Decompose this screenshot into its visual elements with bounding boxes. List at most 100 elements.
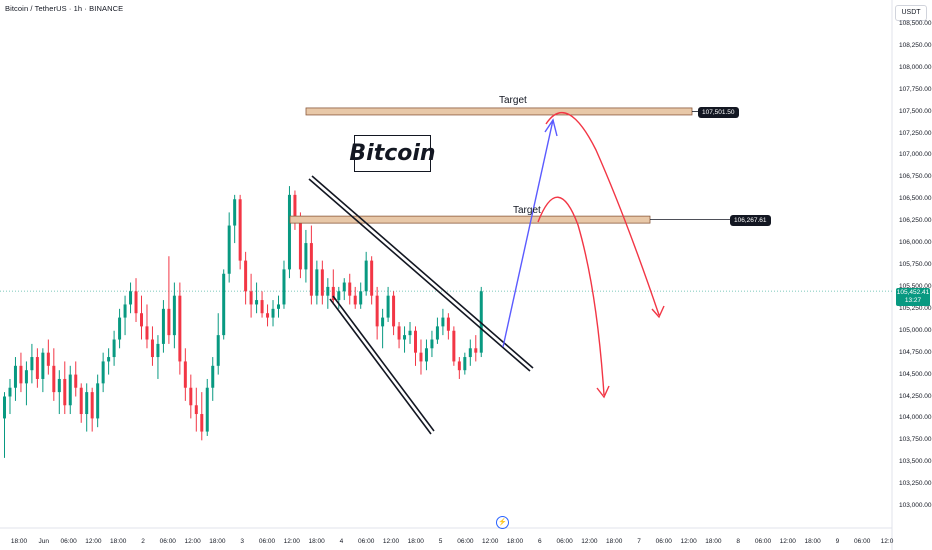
candle[interactable]: [381, 308, 385, 349]
candle-body: [474, 348, 478, 353]
currency-label[interactable]: USDT: [895, 5, 927, 21]
candle[interactable]: [403, 326, 407, 353]
candle[interactable]: [85, 383, 89, 432]
candle[interactable]: [326, 278, 330, 309]
candle[interactable]: [41, 348, 45, 393]
candle[interactable]: [255, 282, 259, 314]
candle[interactable]: [3, 392, 6, 458]
candle[interactable]: [35, 348, 39, 388]
candle[interactable]: [315, 260, 319, 305]
candle[interactable]: [238, 194, 242, 270]
candle[interactable]: [183, 348, 187, 401]
candle[interactable]: [200, 392, 204, 441]
candle[interactable]: [375, 286, 379, 340]
candle[interactable]: [266, 304, 270, 327]
candle[interactable]: [107, 348, 111, 375]
candle[interactable]: [277, 295, 280, 318]
candle[interactable]: [222, 269, 226, 340]
candle[interactable]: [57, 370, 61, 415]
candle[interactable]: [424, 339, 428, 371]
candle[interactable]: [260, 291, 264, 318]
candle[interactable]: [112, 330, 116, 366]
candle[interactable]: [249, 273, 253, 318]
symbol-title[interactable]: Bitcoin / TetherUS · 1h · BINANCE: [5, 4, 124, 13]
candle[interactable]: [156, 335, 160, 379]
candle[interactable]: [145, 304, 149, 349]
candle[interactable]: [227, 212, 231, 283]
lightning-icon[interactable]: ⚡: [496, 516, 509, 529]
candle[interactable]: [205, 378, 209, 436]
candle[interactable]: [68, 365, 72, 415]
candle[interactable]: [386, 286, 390, 322]
candle[interactable]: [244, 251, 248, 305]
candle[interactable]: [441, 308, 445, 336]
candle[interactable]: [408, 321, 412, 344]
candle[interactable]: [178, 282, 182, 375]
candle[interactable]: [457, 357, 461, 379]
candle[interactable]: [414, 326, 417, 366]
candle[interactable]: [79, 383, 83, 423]
candle[interactable]: [24, 361, 28, 406]
candle[interactable]: [359, 282, 363, 309]
candle[interactable]: [304, 229, 308, 283]
candle[interactable]: [63, 361, 67, 415]
candle[interactable]: [474, 335, 478, 362]
candle[interactable]: [90, 387, 94, 432]
candle[interactable]: [337, 286, 341, 309]
candle[interactable]: [233, 194, 237, 244]
candle[interactable]: [74, 361, 78, 397]
candle[interactable]: [370, 256, 374, 305]
candle[interactable]: [8, 378, 12, 415]
candle[interactable]: [353, 286, 357, 309]
candle[interactable]: [392, 291, 396, 336]
candle[interactable]: [134, 278, 138, 322]
candle[interactable]: [271, 300, 275, 327]
candle[interactable]: [211, 357, 215, 401]
candle[interactable]: [397, 321, 401, 349]
candle[interactable]: [342, 278, 346, 301]
candle[interactable]: [140, 295, 143, 340]
candle[interactable]: [282, 260, 286, 309]
target-zone[interactable]: [289, 215, 651, 224]
candle[interactable]: [463, 352, 467, 375]
candle[interactable]: [123, 295, 127, 336]
candle[interactable]: [331, 269, 335, 305]
candle[interactable]: [172, 282, 176, 349]
candle[interactable]: [30, 343, 34, 384]
candle[interactable]: [129, 282, 133, 314]
candle[interactable]: [96, 374, 100, 428]
y-tick-label: 105,250.00: [899, 304, 932, 312]
candle[interactable]: [348, 273, 352, 305]
candle[interactable]: [13, 357, 17, 401]
candle[interactable]: [216, 313, 220, 375]
x-tick-label: 5: [438, 538, 443, 545]
candle[interactable]: [435, 317, 439, 344]
candle[interactable]: [161, 300, 165, 353]
candle[interactable]: [287, 186, 291, 279]
candle[interactable]: [167, 256, 171, 344]
candle[interactable]: [118, 308, 122, 349]
x-tick-label: 06:00: [358, 538, 375, 545]
candle[interactable]: [364, 251, 368, 296]
y-tick-label: 104,750.00: [899, 348, 932, 356]
candle-body: [244, 260, 248, 292]
candle[interactable]: [479, 286, 483, 358]
candle[interactable]: [194, 387, 198, 432]
candle[interactable]: [320, 260, 324, 305]
candle[interactable]: [309, 225, 313, 305]
candle[interactable]: [430, 330, 434, 358]
candle[interactable]: [419, 339, 423, 375]
candle[interactable]: [468, 339, 472, 366]
candle[interactable]: [19, 352, 23, 393]
candle[interactable]: [189, 374, 193, 419]
target-zone[interactable]: [305, 107, 693, 116]
candle[interactable]: [446, 313, 450, 340]
candle[interactable]: [46, 339, 50, 375]
candle[interactable]: [52, 348, 56, 401]
candle[interactable]: [150, 326, 154, 366]
candle-body: [364, 260, 368, 292]
candle[interactable]: [452, 326, 456, 366]
candle[interactable]: [101, 352, 105, 393]
